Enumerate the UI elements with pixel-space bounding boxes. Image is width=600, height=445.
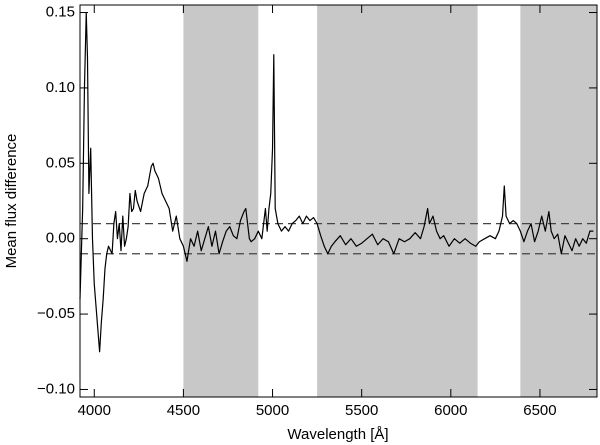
y-tick-label: 0.05 — [46, 154, 75, 171]
plot-frame — [79, 4, 598, 398]
x-tick-label: 4500 — [167, 402, 200, 419]
y-tick-label: −0.10 — [37, 380, 75, 397]
x-tick-label: 5000 — [256, 402, 289, 419]
x-tick-label: 6500 — [523, 402, 556, 419]
x-tick-label: 4000 — [78, 402, 111, 419]
y-axis-label: Mean flux difference — [3, 134, 20, 269]
y-tick-label: 0.10 — [46, 79, 75, 96]
shaded-region — [183, 5, 259, 397]
x-axis-label: Wavelength [Å] — [287, 426, 388, 443]
shaded-region — [317, 5, 478, 397]
shaded-region — [520, 5, 597, 397]
y-tick-label: −0.05 — [37, 305, 75, 322]
y-tick-label: 0.00 — [46, 230, 75, 247]
spectrum-line — [79, 11, 594, 353]
x-tick-label: 5500 — [345, 402, 378, 419]
y-tick-label: 0.15 — [46, 4, 75, 21]
x-tick-label: 6000 — [434, 402, 467, 419]
